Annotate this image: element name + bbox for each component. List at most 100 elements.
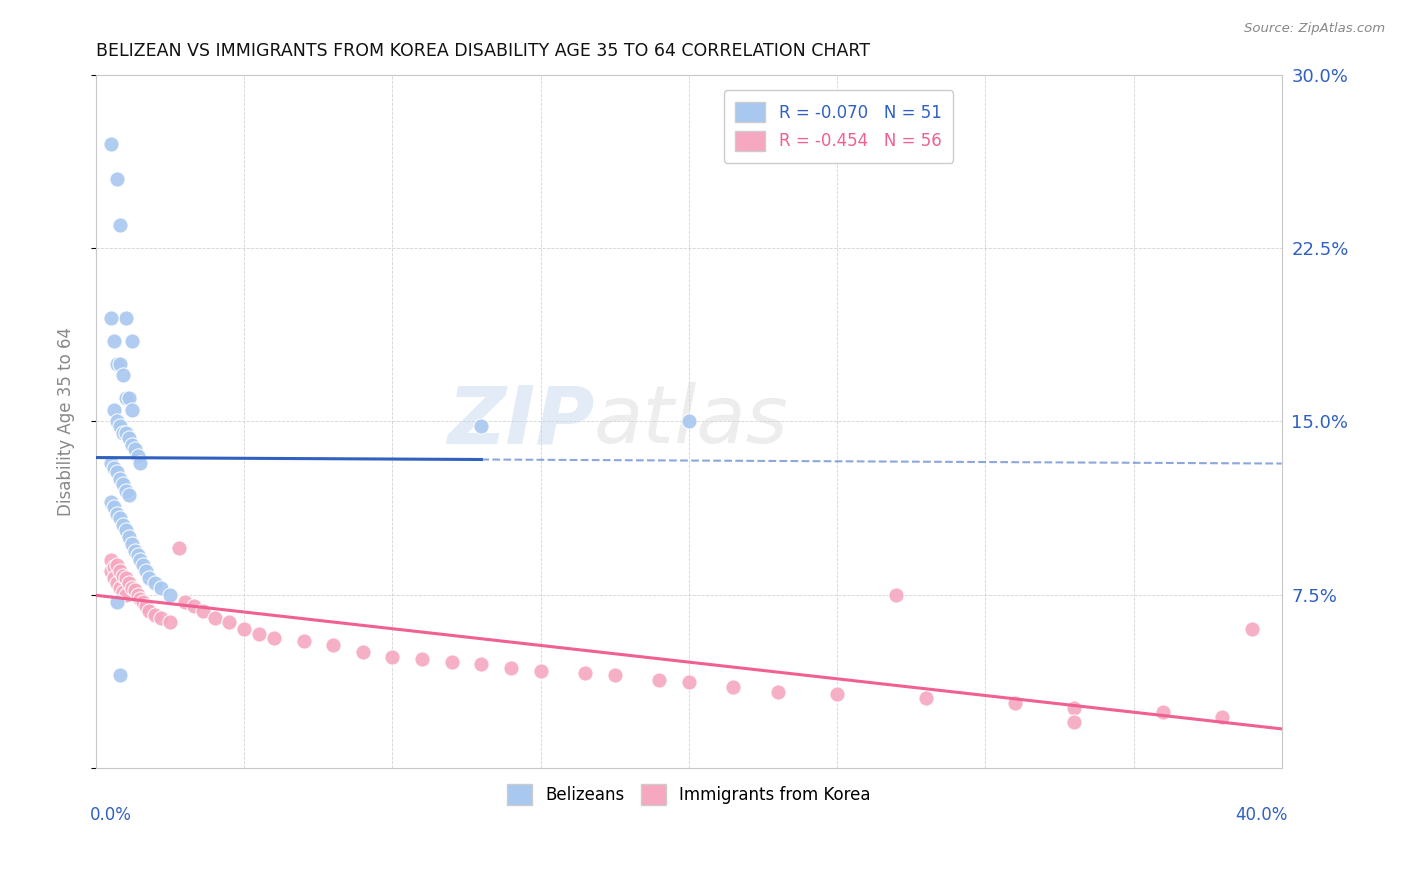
Point [411,652,433,666]
Point [132,558,155,572]
Point [381,649,404,664]
Point [108,511,131,525]
Point [105,594,128,608]
Point [114,571,136,585]
Point [114,392,136,406]
Point [915,691,938,706]
Point [117,530,139,544]
Point [150,610,173,624]
Point [111,518,134,533]
Point [108,357,131,371]
Point [530,664,553,678]
Point [233,622,256,636]
Point [111,569,134,583]
Point [603,668,626,682]
Point [135,599,157,614]
Point [159,588,181,602]
Point [678,675,700,690]
Point [100,137,122,152]
Point [114,523,136,537]
Point [132,594,155,608]
Point [127,449,149,463]
Point [114,483,136,498]
Point [103,334,125,348]
Point [135,565,157,579]
Point [143,608,166,623]
Point [105,558,128,572]
Text: 0.0%: 0.0% [90,805,132,824]
Point [111,476,134,491]
Point [103,571,125,585]
Point [124,442,146,457]
Point [121,334,143,348]
Point [114,425,136,440]
Point [129,456,152,470]
Text: ZIP: ZIP [447,383,593,460]
Point [121,437,143,451]
Point [322,639,344,653]
Point [143,576,166,591]
Point [114,588,136,602]
Legend: Belizeans, Immigrants from Korea: Belizeans, Immigrants from Korea [501,778,877,812]
Point [263,632,285,646]
Point [723,680,745,694]
Point [191,604,214,618]
Point [1004,696,1026,710]
Point [218,615,240,630]
Point [574,666,596,681]
Point [174,594,197,608]
Point [105,465,128,479]
Point [470,657,492,671]
Point [108,581,131,595]
Point [103,500,125,514]
Point [183,599,205,614]
Point [108,668,131,682]
Point [103,460,125,475]
Point [103,403,125,417]
Point [111,368,134,383]
Point [1152,706,1174,720]
Point [108,565,131,579]
Point [886,588,908,602]
Point [105,414,128,428]
Point [121,581,143,595]
Text: atlas: atlas [593,383,789,460]
Text: 40.0%: 40.0% [1236,805,1288,824]
Point [247,627,270,641]
Point [470,419,492,434]
Point [105,357,128,371]
Point [499,661,522,675]
Point [111,585,134,599]
Point [117,576,139,591]
Point [1241,622,1264,636]
Point [129,553,152,567]
Point [352,645,374,659]
Point [105,576,128,591]
Point [100,456,122,470]
Point [117,392,139,406]
Point [108,472,131,486]
Point [292,633,315,648]
Point [1211,710,1233,724]
Text: BELIZEAN VS IMMIGRANTS FROM KOREA DISABILITY AGE 35 TO 64 CORRELATION CHART: BELIZEAN VS IMMIGRANTS FROM KOREA DISABI… [96,42,870,60]
Point [108,419,131,434]
Point [105,507,128,521]
Point [127,588,149,602]
Point [1063,700,1085,714]
Point [124,543,146,558]
Point [100,495,122,509]
Point [1063,714,1085,729]
Point [150,581,173,595]
Point [678,414,700,428]
Point [440,655,463,669]
Point [117,431,139,445]
Point [100,565,122,579]
Point [204,610,226,624]
Point [105,172,128,186]
Point [159,615,181,630]
Point [117,488,139,502]
Point [766,684,789,698]
Point [648,673,671,687]
Point [124,582,146,597]
Point [825,687,848,701]
